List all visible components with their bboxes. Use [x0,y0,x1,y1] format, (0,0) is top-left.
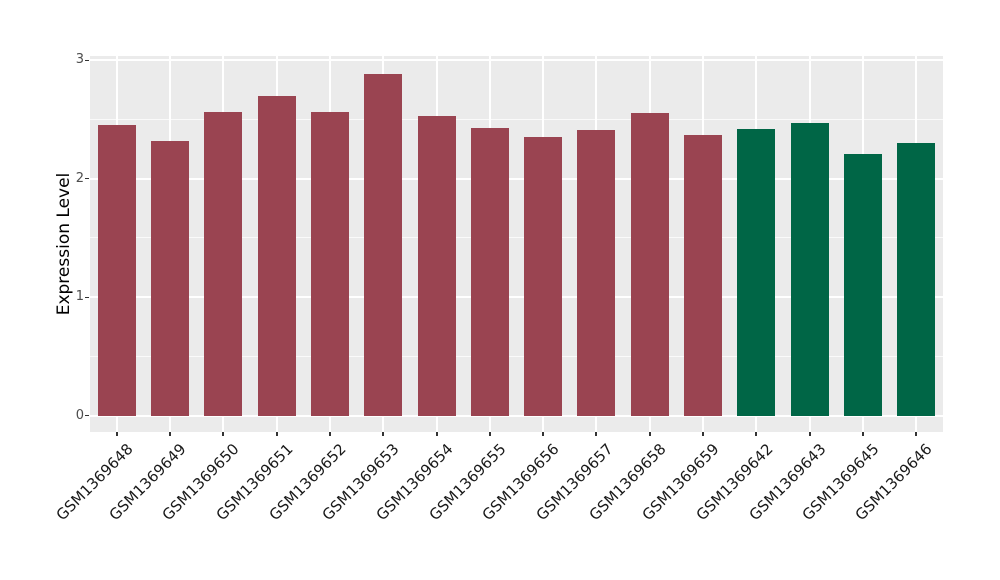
x-tick-mark [275,432,278,436]
plot-panel [90,56,943,432]
gridline-minor [90,118,943,120]
bar-GSM1369652 [310,112,349,416]
x-tick-mark [222,432,225,436]
bar-GSM1369657 [577,129,616,416]
gridline-minor [90,355,943,357]
x-tick-mark [755,432,758,436]
x-tick-mark [915,432,918,436]
y-tick-label: 0 [75,407,84,423]
gridline-major [90,177,943,180]
bar-GSM1369648 [97,125,136,416]
bar-GSM1369646 [897,142,936,416]
y-tick-label: 1 [75,289,84,304]
bar-GSM1369656 [524,137,563,416]
x-tick-mark [382,432,385,436]
x-tick-mark [648,432,651,436]
x-tick-mark [808,432,811,436]
x-tick-mark [328,432,331,436]
y-tick-mark [85,59,89,61]
y-tick-label: 3 [75,52,84,67]
gridline-minor [90,237,943,239]
x-tick-mark [702,432,705,436]
x-tick-mark [168,432,171,436]
x-tick-mark [435,432,438,436]
bar-GSM1369659 [684,134,723,416]
y-tick-mark [85,178,89,179]
y-tick-label: 2 [75,170,84,186]
bar-GSM1369658 [630,113,669,416]
gridline-major [90,59,943,61]
bar-GSM1369653 [364,74,403,416]
y-tick-mark [85,296,89,298]
x-tick-mark [862,432,865,436]
x-tick-mark [115,432,118,436]
x-tick-mark [542,432,545,436]
x-tick-mark [595,432,598,436]
y-tick-mark [85,415,89,416]
bar-GSM1369654 [417,115,456,416]
x-tick-mark [488,432,491,436]
bar-GSM1369651 [257,95,296,416]
bar-GSM1369649 [150,140,189,416]
bar-GSM1369655 [470,127,509,416]
bar-GSM1369643 [790,122,829,416]
gridline-major [90,296,943,298]
bar-GSM1369642 [737,128,776,416]
bar-GSM1369645 [844,153,883,416]
gridline-major [90,414,943,417]
bar-GSM1369650 [204,112,243,416]
